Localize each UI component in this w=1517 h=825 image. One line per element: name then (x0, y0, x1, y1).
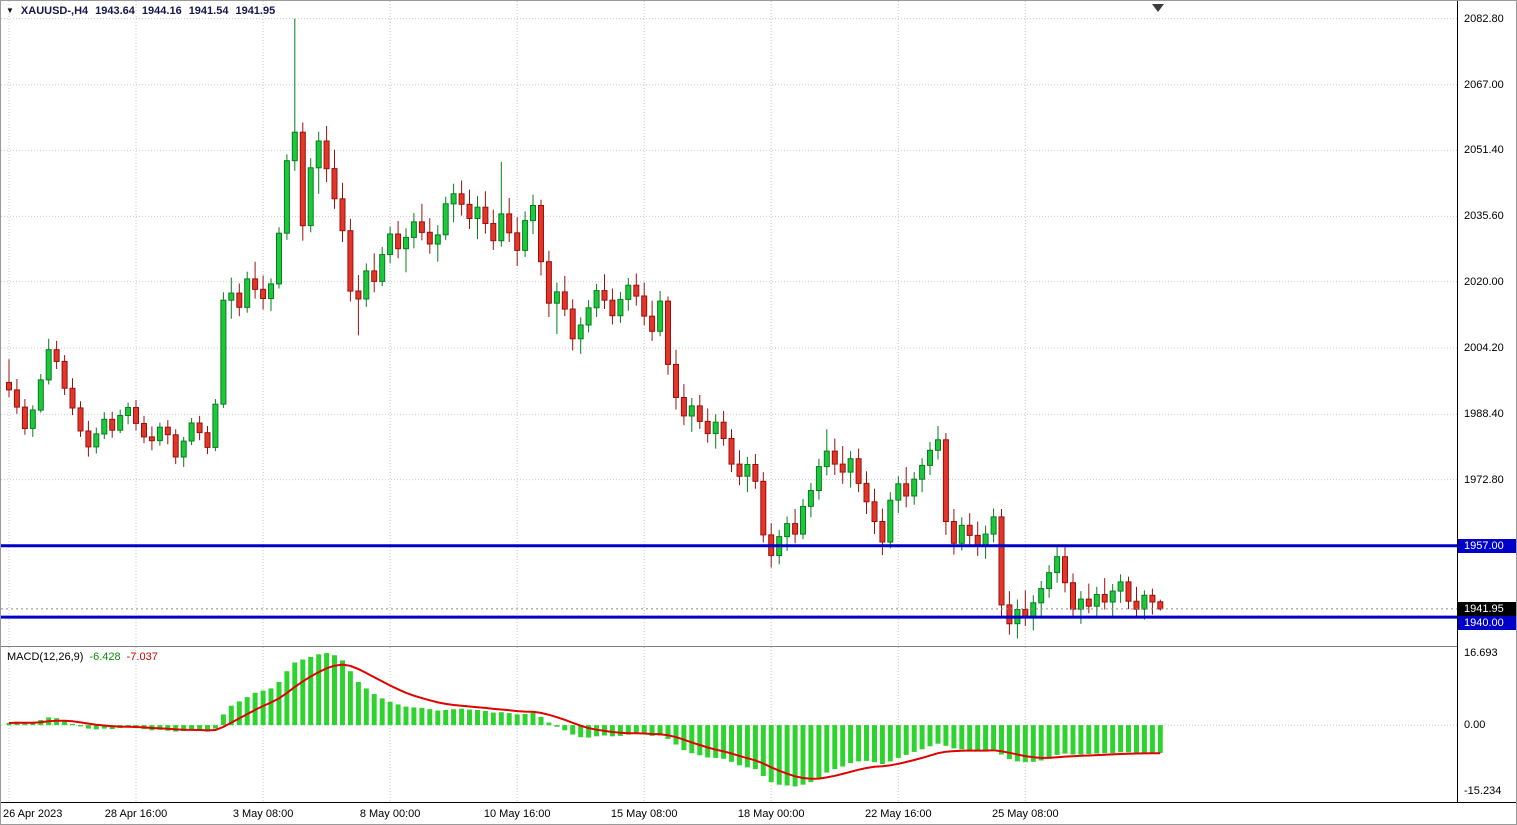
macd-signal-value: -7.037 (126, 651, 158, 663)
macd-axis-label: -15.234 (1464, 784, 1502, 797)
time-axis-label: 18 May 00:00 (737, 808, 805, 820)
macd-name: MACD(12,26,9) (7, 651, 84, 663)
price-axis-label: 2082.80 (1464, 12, 1504, 25)
time-axis[interactable]: 26 Apr 2023 28 Apr 16:00 3 May 08:00 8 May … (1, 802, 1516, 824)
candles-layer[interactable] (6, 18, 1164, 639)
ohlc-open: 1943.64 (95, 5, 135, 17)
macd-panel[interactable]: MACD(12,26,9) -6.428 -7.037 (1, 647, 1457, 802)
price-axis-label: 2051.40 (1464, 144, 1504, 157)
price-axis-label: 2067.00 (1464, 78, 1504, 91)
level-lines-layer[interactable] (1, 544, 1457, 619)
grid-layer (1, 1, 1457, 646)
ohlc-close: 1941.95 (235, 5, 276, 17)
time-axis-label: 3 May 08:00 (232, 808, 294, 820)
price-axis-label: 2004.20 (1464, 342, 1504, 354)
price-tag-bid: 1941.95 (1458, 601, 1516, 616)
price-tag-support: 1940.00 (1458, 615, 1516, 630)
ohlc-low: 1941.54 (188, 5, 229, 17)
time-axis-label: 8 May 00:00 (359, 808, 421, 820)
main-chart-area[interactable]: ▼ XAUUSD-,H4 1943.64 1944.16 1941.54 194… (1, 1, 1457, 646)
price-tag-resistance: 1957.00 (1458, 538, 1516, 553)
chart-header: ▼ XAUUSD-,H4 1943.64 1944.16 1941.54 194… (6, 5, 275, 17)
macd-grid-layer (1, 647, 1457, 802)
price-axis-label: 2035.60 (1464, 210, 1504, 223)
main-chart-svg[interactable] (1, 1, 1457, 646)
macd-axis-label: 16.693 (1464, 647, 1498, 660)
time-axis-label: 22 May 16:00 (864, 808, 932, 820)
macd-main-value: -6.428 (89, 651, 121, 663)
macd-indicator-label: MACD(12,26,9) -6.428 -7.037 (7, 651, 158, 663)
panel-separator[interactable] (1, 646, 1457, 647)
price-axis-label: 2020.00 (1464, 275, 1504, 288)
time-axis-label: 26 Apr 2023 (3, 808, 63, 820)
time-axis-label: 10 May 16:00 (483, 808, 551, 820)
ohlc-high: 1944.16 (141, 5, 182, 17)
symbol-period-label: XAUUSD-,H4 (20, 5, 89, 17)
time-axis-label: 25 May 08:00 (991, 808, 1059, 820)
price-axis-label: 1988.40 (1464, 408, 1504, 421)
macd-histogram (6, 653, 1163, 787)
macd-svg[interactable] (1, 647, 1457, 802)
time-axis-label: 15 May 08:00 (610, 808, 678, 820)
macd-axis-label: 0.00 (1464, 719, 1486, 732)
chart-shift-marker[interactable] (1152, 4, 1164, 12)
expand-toggle-icon[interactable]: ▼ (6, 6, 14, 15)
macd-signal-line (8, 663, 1161, 780)
time-axis-label: 28 Apr 16:00 (104, 808, 168, 820)
price-axis[interactable]: 2082.80 2067.00 2051.40 2035.60 2020.00 2004.… (1457, 1, 1516, 802)
price-axis-label: 1972.80 (1464, 473, 1504, 486)
